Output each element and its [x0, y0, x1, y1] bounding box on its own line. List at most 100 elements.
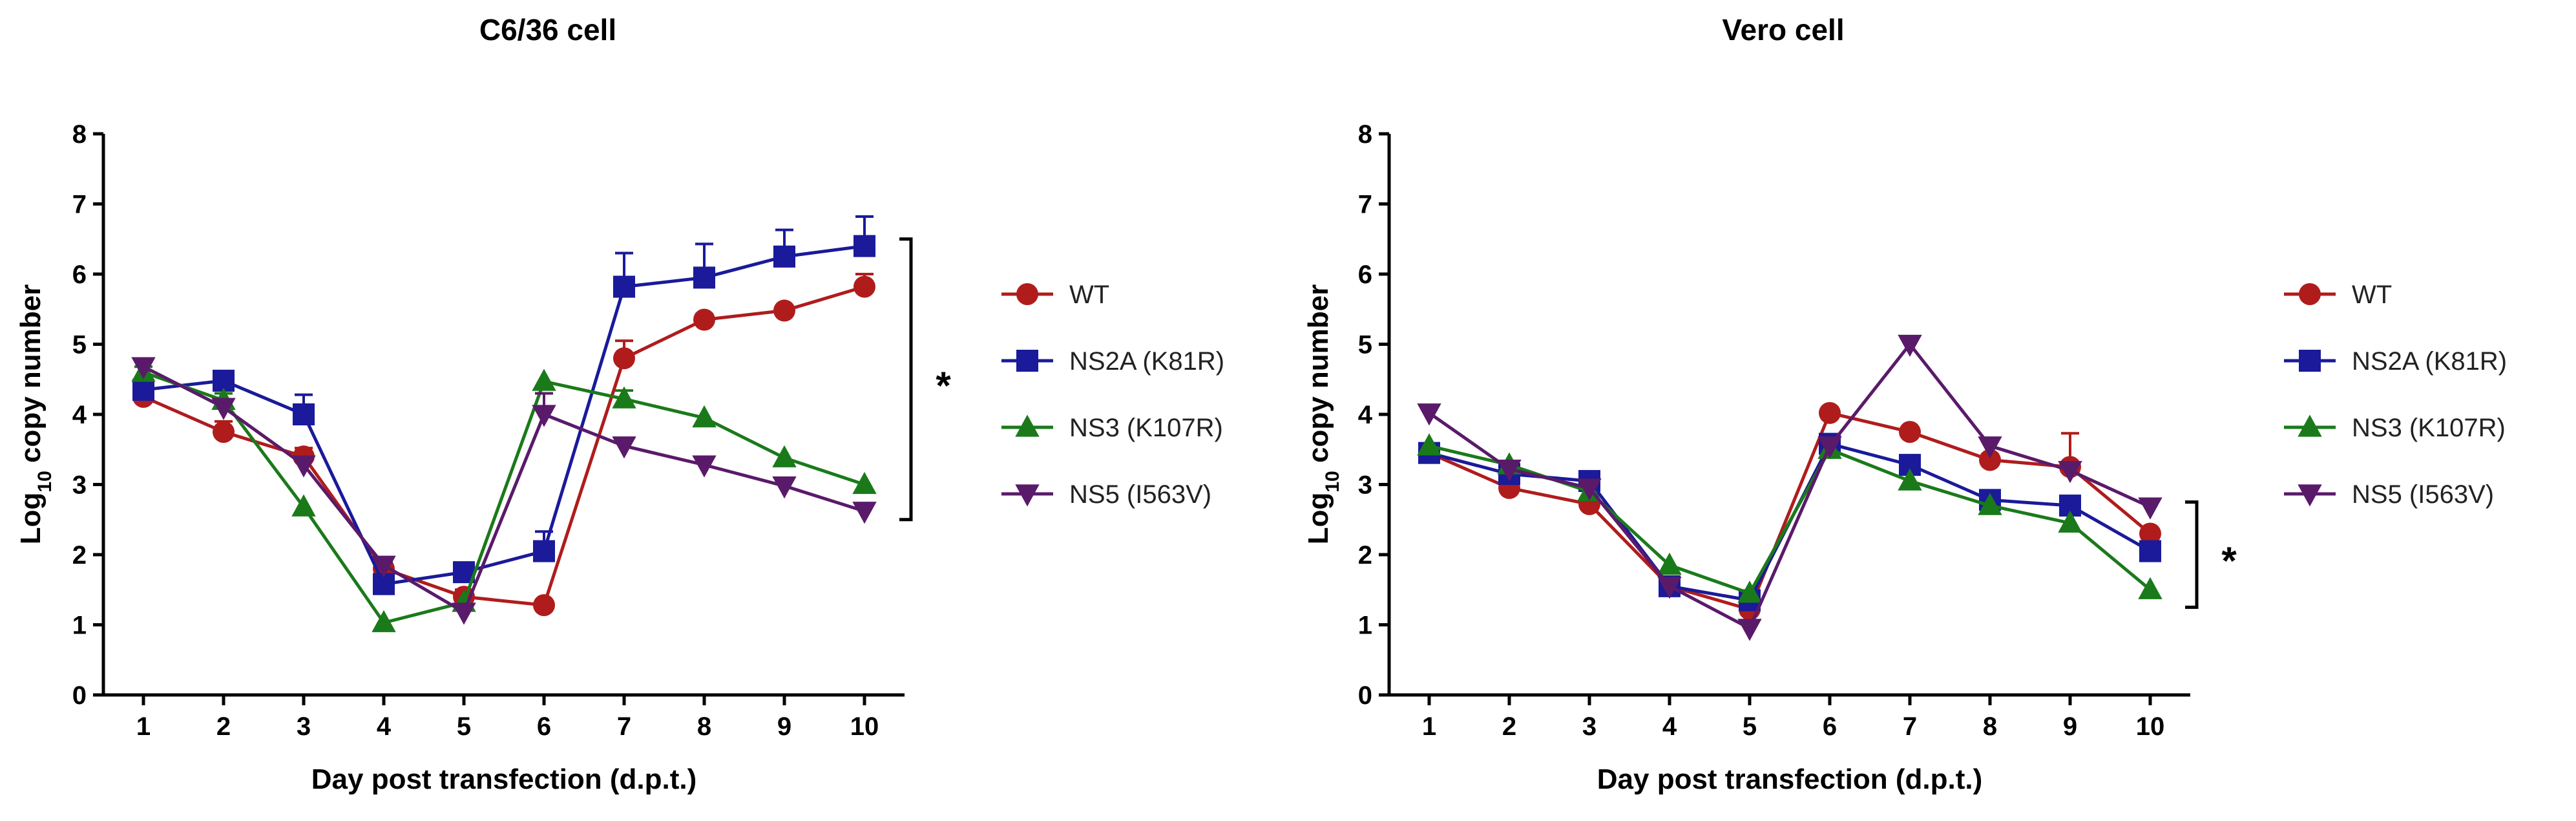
series-line — [143, 244, 865, 586]
data-point — [1657, 552, 1682, 575]
y-tick-label: 5 — [72, 331, 87, 359]
y-tick-label: 0 — [1358, 681, 1372, 710]
chart-title: Vero cell — [1722, 13, 1844, 47]
data-point — [772, 445, 797, 467]
legend-label: WT — [1069, 281, 1109, 309]
data-point — [693, 266, 715, 289]
series-line — [143, 370, 865, 624]
x-tick-label: 3 — [297, 712, 311, 741]
data-point — [533, 540, 555, 562]
data-point — [533, 594, 555, 617]
x-tick-label: 8 — [1983, 712, 1997, 741]
data-point — [291, 455, 316, 478]
data-point — [2058, 510, 2082, 533]
data-point — [291, 494, 316, 517]
data-point — [613, 275, 635, 298]
series-ns2a-k81r — [132, 215, 875, 595]
data-point — [213, 421, 235, 443]
data-point — [2139, 540, 2161, 562]
y-tick-label: 4 — [1358, 401, 1373, 429]
data-point — [132, 379, 154, 401]
data-point — [293, 403, 315, 425]
y-tick-label: 3 — [1358, 471, 1372, 500]
legend-label: NS2A (K81R) — [2352, 347, 2507, 376]
data-point — [372, 610, 396, 632]
data-point — [2058, 461, 2082, 484]
x-tick-label: 9 — [777, 712, 791, 741]
series-line — [142, 285, 865, 607]
y-tick-label: 1 — [1358, 612, 1372, 640]
x-tick-label: 1 — [136, 712, 151, 741]
legend-entry: WT — [1001, 281, 1109, 309]
legend-label: NS2A (K81R) — [1069, 347, 1224, 376]
data-point — [852, 502, 877, 524]
data-point — [773, 245, 795, 268]
legend-marker — [1016, 283, 1038, 305]
significance-bracket — [899, 237, 913, 522]
series-line — [1428, 343, 2152, 630]
x-tick-label: 7 — [617, 712, 631, 741]
data-point — [772, 476, 797, 499]
x-tick-label: 4 — [1662, 712, 1677, 741]
y-tick-label: 6 — [72, 261, 87, 289]
data-point — [693, 308, 715, 331]
data-point — [1657, 577, 1682, 599]
data-point — [532, 405, 556, 427]
x-tick-label: 10 — [2136, 712, 2165, 741]
y-axis-label: Log10 copy number — [15, 284, 56, 545]
x-tick-label: 8 — [697, 712, 711, 741]
data-point — [1978, 493, 2002, 515]
y-tick-label: 6 — [1358, 261, 1372, 289]
data-point — [131, 357, 156, 379]
legend-marker — [1015, 484, 1040, 507]
series-ns3-k107r — [131, 359, 877, 632]
data-point — [1737, 619, 1762, 641]
x-axis-label: Day post transfection (d.p.t.) — [1597, 763, 1982, 795]
data-point — [1979, 449, 2001, 471]
legend-label: NS5 (I563V) — [2352, 480, 2494, 509]
x-tick-label: 5 — [457, 712, 471, 741]
data-point — [2138, 577, 2162, 599]
y-tick-label: 5 — [1358, 331, 1372, 359]
legend-label: NS3 (K107R) — [2352, 414, 2506, 442]
x-tick-label: 9 — [2063, 712, 2077, 741]
legend-marker — [2298, 414, 2322, 437]
significance-bracket — [2185, 500, 2199, 609]
y-tick-label: 4 — [72, 401, 87, 429]
y-tick-label: 8 — [72, 120, 87, 149]
data-point — [1417, 433, 1441, 456]
data-point — [1898, 468, 1922, 491]
series-ns3-k107r — [1417, 433, 2162, 603]
x-tick-label: 7 — [1903, 712, 1917, 741]
data-point — [853, 235, 875, 257]
data-point — [452, 602, 476, 625]
data-point — [613, 347, 635, 370]
data-point — [211, 398, 236, 420]
legend-entry: NS5 (I563V) — [1001, 480, 1211, 509]
x-tick-label: 1 — [1422, 712, 1436, 741]
data-point — [773, 299, 795, 322]
y-axis-label-main: Log — [15, 493, 47, 545]
data-point — [532, 368, 556, 391]
y-tick-label: 8 — [1358, 120, 1372, 149]
y-axis-label: Log10 copy number — [1303, 284, 1343, 545]
chart-panel-2: Vero cell 0 1 2 3 4 5 6 7 8 1 2 3 4 5 6 7 8 9 10 Day post tr… — [1303, 13, 2507, 795]
y-tick-label: 2 — [1358, 541, 1372, 570]
data-point — [692, 405, 717, 428]
y-axis-label-rest: copy number — [1303, 284, 1334, 471]
data-point — [692, 455, 717, 478]
series-line — [142, 365, 865, 614]
y-tick-label: 7 — [1358, 191, 1372, 219]
y-tick-label: 2 — [72, 541, 87, 570]
series-ns5-i563v — [1417, 334, 2162, 641]
y-axis-label-subscript: 10 — [34, 471, 56, 492]
legend-entry: NS3 (K107R) — [1001, 414, 1223, 442]
y-axis-label-rest: copy number — [15, 284, 47, 471]
legend-marker — [2299, 283, 2321, 305]
data-point — [1737, 581, 1762, 603]
legend-label: NS3 (K107R) — [1069, 414, 1223, 442]
legend-entry: NS2A (K81R) — [1001, 347, 1224, 376]
data-point — [1497, 459, 1522, 482]
series-wt — [1418, 401, 2161, 621]
